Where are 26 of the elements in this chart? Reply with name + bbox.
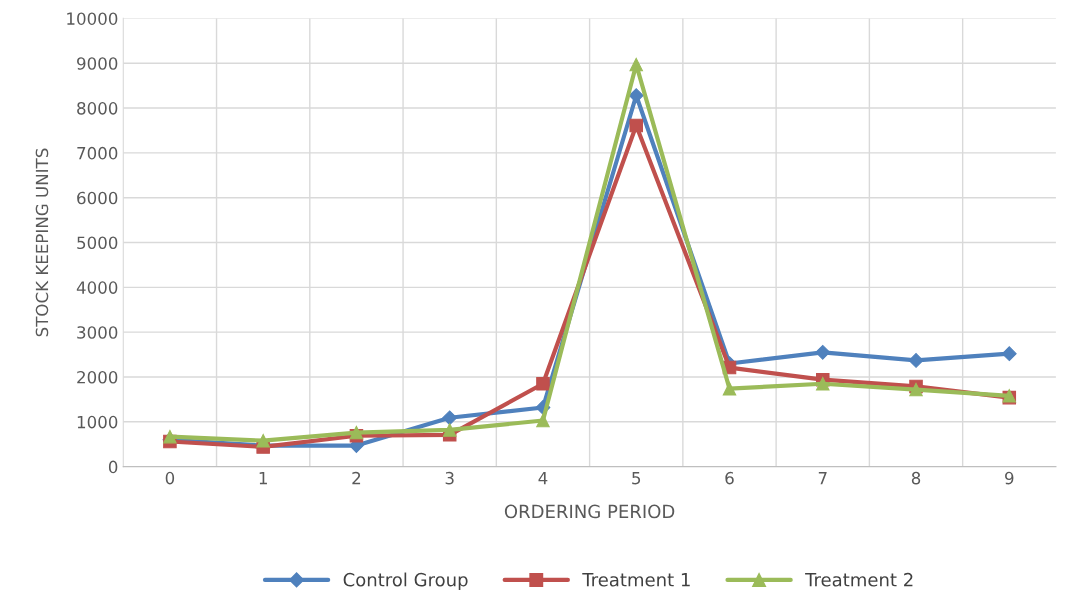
x-tick-label: 6 [725, 471, 734, 485]
y-tick-label: 3000 [77, 326, 118, 339]
y-tick-label: 4000 [76, 281, 118, 294]
y-tick-label: 10000 [67, 12, 118, 25]
legend-label: Treatment 2 [805, 572, 913, 587]
y-tick-label: 9000 [77, 57, 118, 70]
x-tick-label: 8 [911, 471, 921, 485]
x-tick-label: 4 [538, 472, 548, 485]
y-tick-label: 2000 [77, 370, 118, 384]
y-tick-label: 1000 [77, 415, 118, 429]
y-axis-title: STOCK KEEPING UNITS [35, 148, 49, 337]
x-axis-title: ORDERING PERIOD [504, 504, 675, 519]
x-tick-label: 2 [352, 471, 361, 485]
x-tick-label: 0 [165, 471, 175, 485]
y-tick-label: 7000 [77, 146, 118, 160]
x-tick-label: 9 [1005, 471, 1014, 485]
x-tick-label: 7 [818, 472, 827, 485]
legend-label: Treatment 1 [582, 573, 690, 587]
y-tick-label: 8000 [77, 102, 118, 115]
x-tick-label: 5 [632, 472, 641, 485]
y-tick-label: 6000 [77, 191, 118, 205]
x-tick-label: 1 [259, 472, 267, 485]
x-tick-label: 3 [445, 471, 454, 485]
y-tick-label: 0 [108, 460, 118, 474]
legend-label: Control Group [343, 572, 468, 591]
y-tick-label: 5000 [77, 236, 118, 250]
